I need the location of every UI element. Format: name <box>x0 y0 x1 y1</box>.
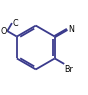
Text: O: O <box>1 27 7 36</box>
Text: C: C <box>12 19 18 28</box>
Text: N: N <box>68 25 74 34</box>
Text: Br: Br <box>65 65 73 74</box>
